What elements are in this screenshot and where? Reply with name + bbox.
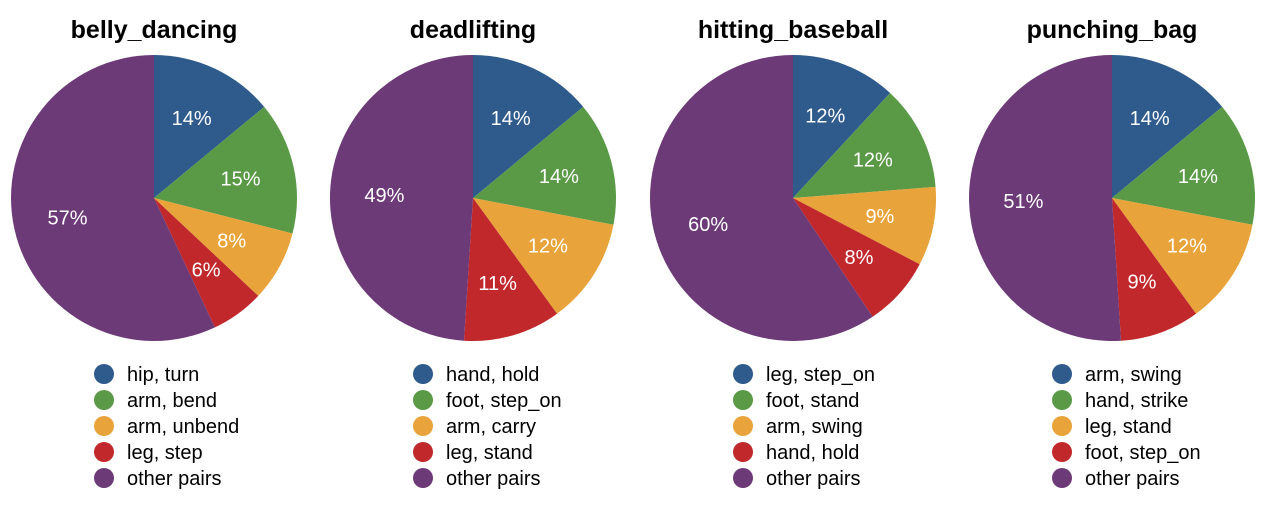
pie-chart-belly-dancing: belly_dancing 14% 15% 8% 6% 57% hip, turn arm, … xyxy=(11,16,298,490)
pie-slice xyxy=(473,55,584,198)
slice-value-label: 14% xyxy=(1130,108,1170,130)
legend-swatch xyxy=(733,416,753,436)
slice-value-label: 11% xyxy=(478,273,517,295)
pie-slice xyxy=(793,55,891,198)
pie-slice xyxy=(154,198,293,296)
legend-label: hand, hold xyxy=(446,364,539,386)
slice-value-label: 15% xyxy=(220,169,260,191)
chart-title: belly_dancing xyxy=(71,16,238,44)
legend-label: arm, bend xyxy=(127,390,217,412)
slice-value-label: 12% xyxy=(805,105,845,127)
chart-title: hitting_baseball xyxy=(698,16,888,44)
legend-label: other pairs xyxy=(1085,468,1180,490)
pie-slice xyxy=(1112,198,1197,341)
legend-swatch xyxy=(1052,442,1072,462)
slice-value-label: 9% xyxy=(865,206,894,228)
pie-slice xyxy=(1112,198,1253,314)
legend-swatch xyxy=(413,442,433,462)
slice-value-label: 9% xyxy=(1128,271,1157,293)
legend-swatch xyxy=(413,364,433,384)
pie-chart-punching-bag: punching_bag 14% 14% 12% 9% 51% arm, swing hand… xyxy=(969,16,1256,490)
pie-chart-deadlifting: deadlifting 14% 14% 12% 11% 49% hand, hold foot… xyxy=(329,16,617,490)
pie-slice xyxy=(329,54,473,341)
legend-label: arm, carry xyxy=(446,416,536,438)
slice-value-label: 57% xyxy=(47,207,87,229)
legend-label: leg, stand xyxy=(1085,416,1172,438)
chart-title: punching_bag xyxy=(1027,16,1198,44)
slice-value-label: 8% xyxy=(845,247,874,269)
pie-slice xyxy=(473,198,614,314)
legend-label: hand, hold xyxy=(766,442,859,464)
slice-value-label: 8% xyxy=(217,231,246,253)
pie-slice xyxy=(793,93,936,198)
slice-value-label: 51% xyxy=(1003,191,1043,213)
legend-swatch xyxy=(733,364,753,384)
pie-chart-hitting-baseball: hitting_baseball 12% 12% 9% 8% 60% leg, step_o… xyxy=(650,16,937,490)
legend-label: foot, stand xyxy=(766,390,859,412)
pie-slice xyxy=(1112,106,1256,225)
legend-swatch xyxy=(413,390,433,410)
legend-swatch xyxy=(94,468,114,488)
legend-swatch xyxy=(94,442,114,462)
legend-label: arm, swing xyxy=(766,416,863,438)
legend-label: other pairs xyxy=(446,468,541,490)
legend-swatch xyxy=(733,468,753,488)
pie-slice xyxy=(154,106,298,234)
legend-swatch xyxy=(1052,390,1072,410)
legend-label: arm, swing xyxy=(1085,364,1182,386)
pie-slice xyxy=(11,55,215,341)
legend-swatch xyxy=(413,416,433,436)
pie-slice xyxy=(969,55,1121,341)
legend-label: other pairs xyxy=(127,468,222,490)
legend-label: leg, stand xyxy=(446,442,533,464)
legend-swatch xyxy=(1052,416,1072,436)
pie-slice xyxy=(473,106,617,225)
pie-slice xyxy=(154,55,265,198)
legend-label: arm, unbend xyxy=(127,416,239,438)
slice-value-label: 14% xyxy=(491,108,531,130)
slice-value-label: 12% xyxy=(853,149,893,171)
slice-value-label: 14% xyxy=(172,108,212,130)
slice-value-label: 14% xyxy=(539,166,579,188)
pie-slice xyxy=(650,55,873,341)
legend-label: leg, step_on xyxy=(766,364,875,386)
legend-label: hip, turn xyxy=(127,364,199,386)
legend-label: foot, step_on xyxy=(446,390,562,412)
legend-swatch xyxy=(1052,468,1072,488)
slice-value-label: 12% xyxy=(528,236,568,258)
slice-value-label: 6% xyxy=(192,260,221,282)
legend-label: foot, step_on xyxy=(1085,442,1201,464)
pie-slice xyxy=(793,186,937,265)
legend-label: leg, step xyxy=(127,442,203,464)
legend-swatch xyxy=(94,416,114,436)
legend-swatch xyxy=(1052,364,1072,384)
slice-value-label: 60% xyxy=(688,214,728,236)
slice-value-label: 14% xyxy=(1178,166,1218,188)
legend-swatch xyxy=(94,364,114,384)
pie-slice xyxy=(154,198,259,328)
legend-swatch xyxy=(733,390,753,410)
slice-value-label: 49% xyxy=(364,185,404,207)
legend-swatch xyxy=(733,442,753,462)
slice-value-label: 12% xyxy=(1167,236,1207,258)
legend-label: hand, strike xyxy=(1085,390,1188,412)
pie-slice xyxy=(1112,55,1223,198)
chart-title: deadlifting xyxy=(410,16,536,44)
legend-label: other pairs xyxy=(766,468,861,490)
legend-swatch xyxy=(94,390,114,410)
pie-slice xyxy=(464,198,558,342)
legend-swatch xyxy=(413,468,433,488)
pie-slice xyxy=(793,198,920,317)
